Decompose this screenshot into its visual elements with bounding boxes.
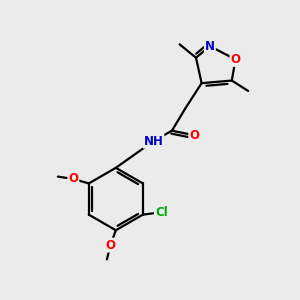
Text: NH: NH <box>143 135 164 148</box>
Text: O: O <box>230 53 241 66</box>
Text: O: O <box>68 172 78 185</box>
Text: N: N <box>205 40 215 52</box>
Text: O: O <box>106 238 116 252</box>
Text: O: O <box>189 129 199 142</box>
Text: Cl: Cl <box>155 206 168 219</box>
